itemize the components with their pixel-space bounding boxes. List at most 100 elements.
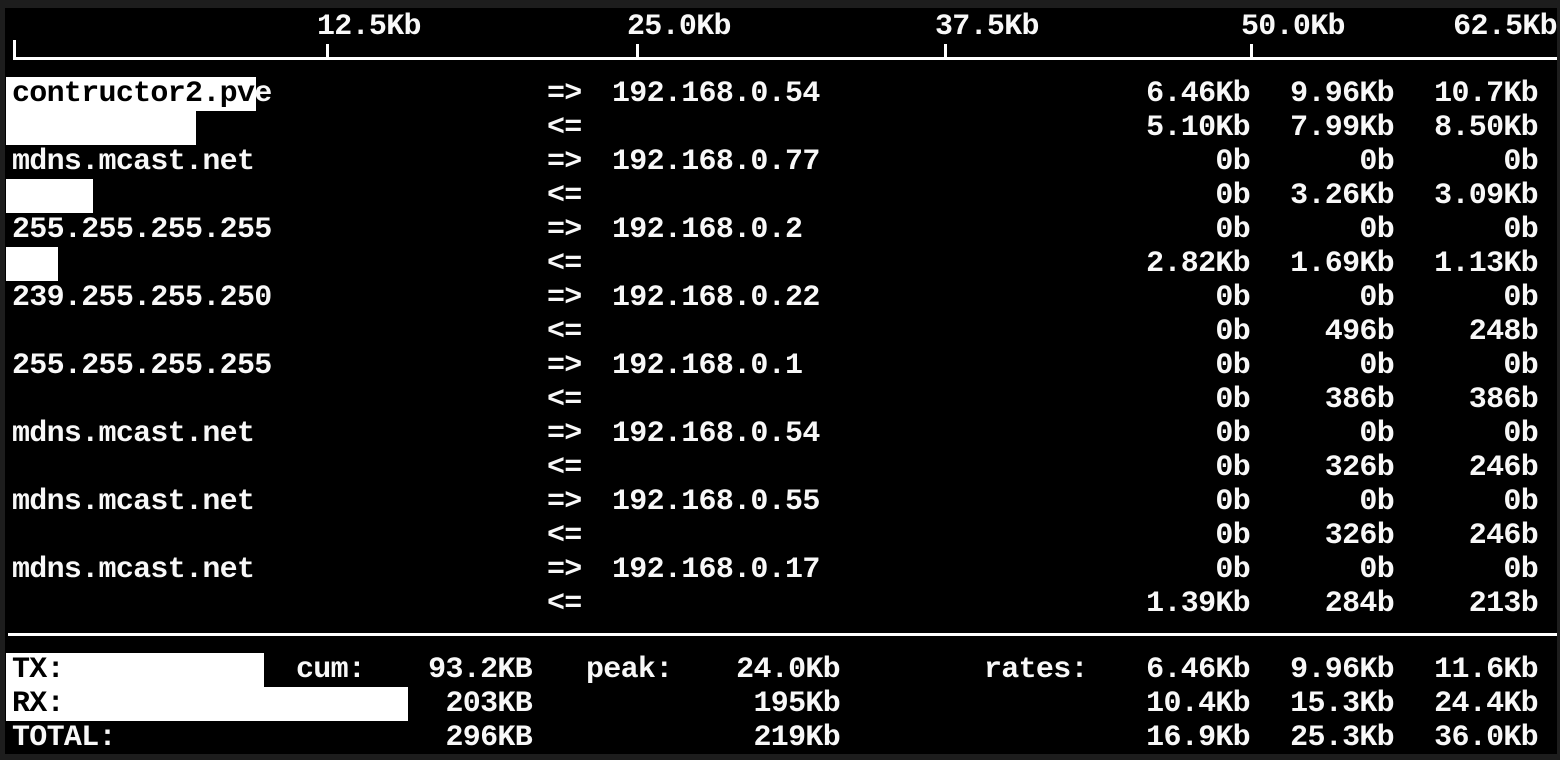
tx-rate-2s: 0b <box>1215 349 1250 383</box>
connection-row-rx: <= 0b 386b 386b <box>0 383 1560 417</box>
tx-rate-40s: 0b <box>1503 145 1538 179</box>
scale-label: 37.5Kb <box>935 10 1040 44</box>
outbound-arrow-icon: => <box>547 553 582 587</box>
src-host-plain-part: e <box>254 77 272 111</box>
tx-rate-40s: 0b <box>1503 281 1538 315</box>
tx-rate-2s: 0b <box>1215 145 1250 179</box>
rx-rate-2s: 5.10Kb <box>1146 111 1251 145</box>
src-host: 255.255.255.255 <box>12 349 272 383</box>
tx-cumulative-value: 93.2KB <box>428 653 533 687</box>
tx-total-traffic-bar <box>6 653 264 687</box>
dst-host: 192.168.0.1 <box>612 349 803 383</box>
rx-rate-10s: 7.99Kb <box>1290 111 1395 145</box>
rx-rate-40s: 248b <box>1468 315 1539 349</box>
rx-rate-2s: 10.4Kb <box>1146 687 1251 721</box>
window-edge-left <box>0 0 5 760</box>
tx-rate-10s: 9.96Kb <box>1290 653 1395 687</box>
rx-rate-40s: 246b <box>1468 451 1539 485</box>
outbound-arrow-icon: => <box>547 485 582 519</box>
outbound-arrow-icon: => <box>547 417 582 451</box>
scale-tick <box>636 44 639 60</box>
connection-row-tx: 255.255.255.255 => 192.168.0.1 0b 0b 0b <box>0 349 1560 383</box>
tx-rate-2s: 6.46Kb <box>1146 653 1251 687</box>
connection-row-rx: <= 0b 326b 246b <box>0 451 1560 485</box>
connection-row-rx: <= 0b 496b 248b <box>0 315 1560 349</box>
rx-label: RX: <box>12 687 65 721</box>
dst-host: 192.168.0.54 <box>612 417 820 451</box>
tx-rate-40s: 10.7Kb <box>1434 77 1539 111</box>
rx-rate-2s: 0b <box>1215 451 1250 485</box>
tx-rate-40s: 0b <box>1503 213 1538 247</box>
connection-row-rx: <= 5.10Kb 7.99Kb 8.50Kb <box>0 111 1560 145</box>
rx-rate-2s: 0b <box>1215 315 1250 349</box>
inbound-arrow-icon: <= <box>547 315 582 349</box>
connection-row-tx: mdns.mcast.net => 192.168.0.17 0b 0b 0b <box>0 553 1560 587</box>
src-host: mdns.mcast.net <box>12 417 255 451</box>
connection-row-rx: <= 2.82Kb 1.69Kb 1.13Kb <box>0 247 1560 281</box>
rx-rate-10s: 326b <box>1324 451 1395 485</box>
outbound-arrow-icon: => <box>547 349 582 383</box>
total-label: TOTAL: <box>12 721 117 755</box>
tx-rate-10s: 0b <box>1359 417 1394 451</box>
tx-rate-10s: 0b <box>1359 145 1394 179</box>
connection-row-tx: contructor2.pve => 192.168.0.54 6.46Kb 9.96K… <box>0 77 1560 111</box>
inbound-arrow-icon: <= <box>547 111 582 145</box>
outbound-arrow-icon: => <box>547 77 582 111</box>
rx-rate-40s: 8.50Kb <box>1434 111 1539 145</box>
tx-rate-10s: 0b <box>1359 485 1394 519</box>
rx-rate-10s: 3.26Kb <box>1290 179 1395 213</box>
rx-rate-2s: 0b <box>1215 383 1250 417</box>
rx-rate-40s: 1.13Kb <box>1434 247 1539 281</box>
tx-rate-2s: 0b <box>1215 417 1250 451</box>
inbound-arrow-icon: <= <box>547 247 582 281</box>
scale-tick <box>326 44 329 60</box>
window-edge-top <box>0 0 1560 8</box>
scale-label: 25.0Kb <box>627 10 732 44</box>
total-rate-40s: 36.0Kb <box>1434 721 1539 755</box>
dst-host: 192.168.0.2 <box>612 213 803 247</box>
tx-rate-10s: 0b <box>1359 281 1394 315</box>
scale-label: 62.5Kb <box>1453 10 1558 44</box>
scale-tick <box>13 40 16 60</box>
window-edge-right <box>1557 0 1560 760</box>
tx-rate-40s: 0b <box>1503 485 1538 519</box>
tx-rate-2s: 6.46Kb <box>1146 77 1251 111</box>
tx-label: TX: <box>12 653 65 687</box>
rx-rate-40s: 246b <box>1468 519 1539 553</box>
rx-rate-10s: 1.69Kb <box>1290 247 1395 281</box>
rates-label: rates: <box>984 653 1089 687</box>
rx-rate-40s: 213b <box>1468 587 1539 621</box>
scale-tick <box>1250 44 1253 60</box>
tx-rate-10s: 9.96Kb <box>1290 77 1395 111</box>
connection-row-tx: 255.255.255.255 => 192.168.0.2 0b 0b 0b <box>0 213 1560 247</box>
src-host: 239.255.255.250 <box>12 281 272 315</box>
total-peak-value: 219Kb <box>753 721 840 755</box>
dst-host: 192.168.0.17 <box>612 553 820 587</box>
rx-traffic-bar <box>6 247 58 281</box>
tx-rate-2s: 0b <box>1215 553 1250 587</box>
rx-rate-2s: 2.82Kb <box>1146 247 1251 281</box>
connection-row-tx: mdns.mcast.net => 192.168.0.54 0b 0b 0b <box>0 417 1560 451</box>
rx-rate-10s: 284b <box>1324 587 1395 621</box>
outbound-arrow-icon: => <box>547 281 582 315</box>
rx-rate-10s: 386b <box>1324 383 1395 417</box>
outbound-arrow-icon: => <box>547 145 582 179</box>
dst-host: 192.168.0.55 <box>612 485 820 519</box>
tx-rate-40s: 11.6Kb <box>1434 653 1539 687</box>
tx-rate-10s: 0b <box>1359 213 1394 247</box>
scale-label: 12.5Kb <box>317 10 422 44</box>
src-host: contructor2.pve <box>12 77 272 111</box>
connection-row-rx: <= 1.39Kb 284b 213b <box>0 587 1560 621</box>
tx-rate-2s: 0b <box>1215 485 1250 519</box>
connection-row-tx: mdns.mcast.net => 192.168.0.77 0b 0b 0b <box>0 145 1560 179</box>
connection-row-rx: <= 0b 3.26Kb 3.09Kb <box>0 179 1560 213</box>
inbound-arrow-icon: <= <box>547 383 582 417</box>
peak-label: peak: <box>586 653 673 687</box>
connection-row-tx: 239.255.255.250 => 192.168.0.22 0b 0b 0b <box>0 281 1560 315</box>
tx-totals-row: TX: cum: 93.2KB peak: 24.0Kb rates: 6.46… <box>0 653 1560 687</box>
rx-rate-10s: 15.3Kb <box>1290 687 1395 721</box>
tx-rate-40s: 0b <box>1503 417 1538 451</box>
rx-rate-10s: 496b <box>1324 315 1395 349</box>
rx-rate-40s: 24.4Kb <box>1434 687 1539 721</box>
